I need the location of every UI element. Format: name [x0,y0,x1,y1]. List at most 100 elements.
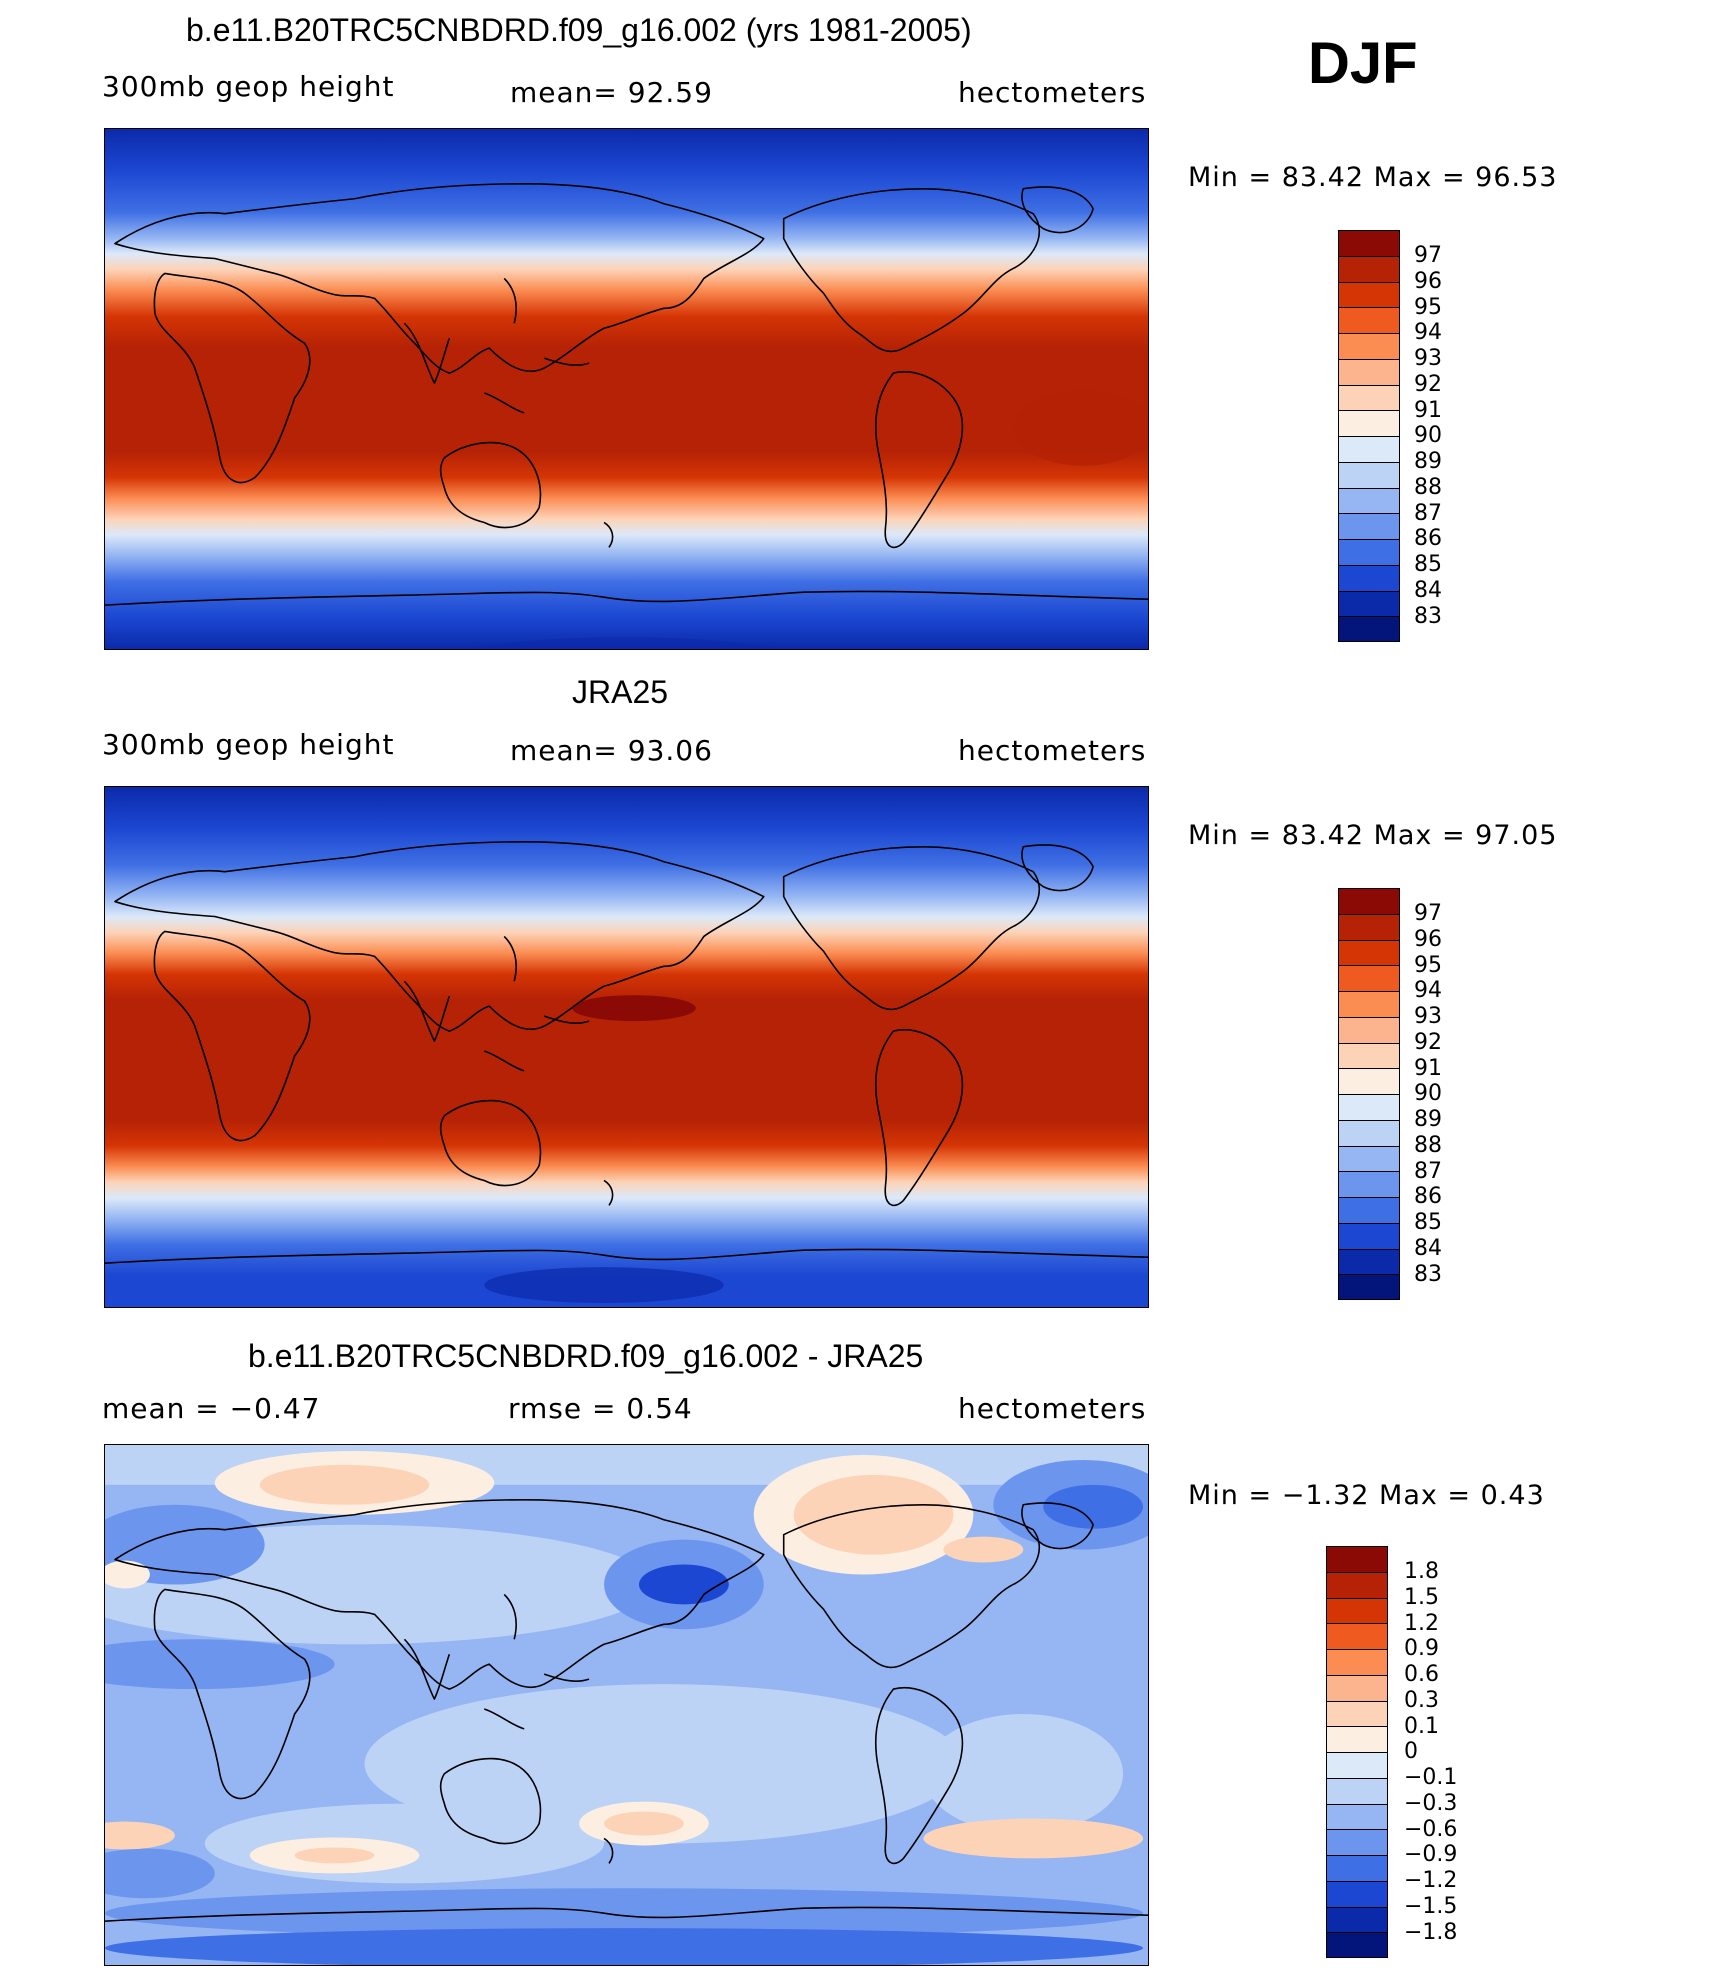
colorbar-swatch [1338,255,1400,282]
colorbar-tick-label: −0.9 [1404,1842,1458,1868]
colorbar-tick-label: 1.5 [1404,1584,1439,1610]
colorbar-swatch [1338,307,1400,333]
colorbar-tick-label: −0.1 [1404,1765,1458,1790]
panel2-min-max: Min = 83.42 Max = 97.05 [1188,820,1558,851]
panel3-min-max: Min = −1.32 Max = 0.43 [1188,1480,1545,1511]
colorbar-tick-label: 90 [1414,1081,1442,1107]
colorbar-tick-label: 87 [1414,1158,1442,1184]
colorbar-tick-label: 96 [1414,268,1442,294]
colorbar-tick-label: 0.1 [1404,1713,1439,1739]
colorbar-swatch [1338,384,1400,411]
colorbar-swatch [1338,1068,1400,1094]
colorbar-tick-label: 0.9 [1404,1636,1439,1662]
panel2-title: JRA25 [572,674,669,710]
colorbar-swatch [1326,1932,1388,1958]
colorbar-tick-label: 83 [1414,603,1442,629]
colorbar-tick-label: 86 [1414,526,1442,552]
colorbar-tick-label: 83 [1414,1261,1442,1287]
panel1-title: b.e11.B20TRC5CNBDRD.f09_g16.002 (yrs 198… [186,12,972,48]
colorbar-tick-label: 88 [1414,474,1442,500]
colorbar-swatch [1338,513,1400,539]
colorbar-swatch [1338,991,1400,1017]
colorbar-swatch [1326,1880,1388,1907]
panel1-model-map [104,128,1149,650]
panel1-mean-label: mean= 92.59 [510,76,713,109]
colorbar-tick-label: 88 [1414,1132,1442,1158]
colorbar-tick-label: 94 [1414,978,1442,1004]
colorbar-tick-label: −1.5 [1404,1893,1458,1919]
colorbar-swatch [1326,1700,1388,1727]
colorbar-swatch [1338,1119,1400,1146]
panel2-colorbar [1338,888,1400,1300]
colorbar-tick-label: 96 [1414,926,1442,952]
panel1-colorbar-ticks: 97 96 95 94 93 92 91 90 89 88 87 86 85 84 83 [1414,243,1442,629]
colorbar-swatch [1338,1016,1400,1043]
colorbar-swatch [1338,965,1400,991]
colorbar-tick-label: 94 [1414,320,1442,346]
colorbar-swatch [1326,1726,1388,1752]
colorbar-swatch [1326,1803,1388,1830]
colorbar-swatch [1338,1248,1400,1275]
colorbar-swatch [1338,1274,1400,1300]
colorbar-tick-label: 95 [1414,952,1442,978]
colorbar-tick-label: 92 [1414,371,1442,397]
panel1-units-label: hectometers [958,76,1147,109]
panel2-units-label: hectometers [958,734,1147,767]
colorbar-swatch [1338,1197,1400,1223]
colorbar-tick-label: 84 [1414,577,1442,603]
colorbar-swatch [1338,564,1400,591]
colorbar-swatch [1338,1094,1400,1120]
panel2-mean-label: mean= 93.06 [510,734,713,767]
colorbar-swatch [1338,590,1400,617]
colorbar-tick-label: 93 [1414,346,1442,371]
colorbar-tick-label: 0.6 [1404,1662,1439,1687]
panel1-variable-label: 300mb geop height [102,70,395,103]
colorbar-swatch [1338,1145,1400,1172]
panel2-colorbar-ticks: 97 96 95 94 93 92 91 90 89 88 87 86 85 84 83 [1414,901,1442,1287]
colorbar-swatch [1326,1571,1388,1598]
colorbar-swatch [1326,1674,1388,1701]
panel3-mean-label: mean = −0.47 [102,1392,321,1425]
colorbar-tick-label: 0 [1404,1739,1418,1765]
colorbar-tick-label: 1.8 [1404,1559,1439,1584]
colorbar-tick-label: −1.8 [1404,1919,1458,1945]
colorbar-tick-label: 90 [1414,423,1442,449]
colorbar-tick-label: 87 [1414,500,1442,526]
panel3-colorbar-ticks: 1.8 1.5 1.2 0.9 0.6 0.3 0.1 0 −0.1 −0.3 −0.6 −0.9 −1… [1404,1559,1457,1945]
colorbar-swatch [1338,281,1400,308]
colorbar-swatch [1338,939,1400,966]
colorbar-swatch [1338,461,1400,488]
colorbar-swatch [1338,436,1400,462]
colorbar-tick-label: 91 [1414,1055,1442,1081]
colorbar-swatch [1326,1777,1388,1804]
colorbar-tick-label: 86 [1414,1184,1442,1210]
colorbar-swatch [1338,410,1400,436]
colorbar-tick-label: 1.2 [1404,1610,1439,1636]
colorbar-tick-label: 89 [1414,1107,1442,1132]
colorbar-swatch [1338,616,1400,642]
colorbar-tick-label: −0.6 [1404,1816,1458,1842]
colorbar-tick-label: 97 [1414,901,1442,926]
colorbar-swatch [1338,333,1400,359]
colorbar-swatch [1338,1042,1400,1069]
colorbar-tick-label: −1.2 [1404,1868,1458,1893]
colorbar-tick-label: 89 [1414,449,1442,474]
panel3-rmse-label: rmse = 0.54 [508,1392,693,1425]
colorbar-swatch [1338,358,1400,385]
colorbar-tick-label: 0.3 [1404,1687,1439,1713]
panel2-variable-label: 300mb geop height [102,728,395,761]
colorbar-tick-label: 91 [1414,397,1442,423]
colorbar-swatch [1326,1597,1388,1624]
panel1-min-max: Min = 83.42 Max = 96.53 [1188,162,1558,193]
colorbar-swatch [1326,1546,1388,1572]
colorbar-tick-label: 92 [1414,1029,1442,1055]
colorbar-swatch [1326,1906,1388,1933]
panel3-units-label: hectometers [958,1392,1147,1425]
colorbar-swatch [1326,1855,1388,1881]
colorbar-swatch [1338,487,1400,514]
panel3-title: b.e11.B20TRC5CNBDRD.f09_g16.002 - JRA25 [248,1338,924,1374]
colorbar-tick-label: 97 [1414,243,1442,268]
colorbar-swatch [1338,888,1400,914]
season-label: DJF [1308,31,1418,96]
colorbar-swatch [1338,230,1400,256]
